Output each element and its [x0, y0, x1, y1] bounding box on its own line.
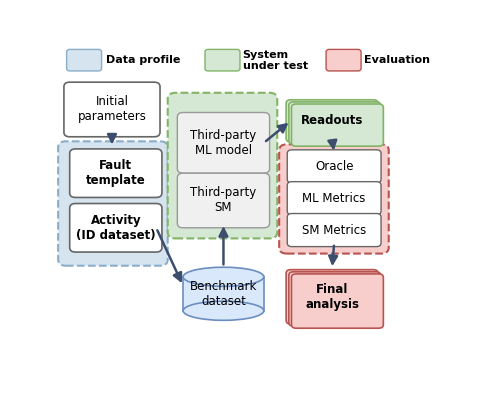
Ellipse shape — [183, 267, 264, 286]
Text: Initial
parameters: Initial parameters — [77, 95, 146, 123]
FancyBboxPatch shape — [289, 272, 380, 326]
FancyBboxPatch shape — [292, 104, 383, 146]
Text: Benchmark
dataset: Benchmark dataset — [190, 280, 257, 308]
Text: Final
analysis: Final analysis — [305, 283, 359, 311]
Ellipse shape — [183, 301, 264, 320]
Text: System
under test: System under test — [243, 50, 308, 71]
FancyBboxPatch shape — [69, 204, 162, 252]
FancyBboxPatch shape — [286, 100, 378, 142]
Text: ML Metrics: ML Metrics — [303, 192, 366, 205]
Text: Oracle: Oracle — [315, 160, 354, 173]
Text: Readouts: Readouts — [301, 114, 363, 127]
FancyBboxPatch shape — [178, 113, 270, 173]
FancyBboxPatch shape — [286, 269, 378, 324]
FancyBboxPatch shape — [205, 49, 240, 71]
FancyBboxPatch shape — [58, 141, 168, 266]
FancyBboxPatch shape — [287, 150, 381, 183]
Text: SM Metrics: SM Metrics — [302, 223, 366, 236]
Text: Third-party
ML model: Third-party ML model — [190, 129, 256, 157]
Text: Fault
template: Fault template — [86, 159, 146, 187]
FancyBboxPatch shape — [287, 214, 381, 247]
FancyBboxPatch shape — [287, 182, 381, 215]
FancyBboxPatch shape — [292, 274, 383, 328]
FancyBboxPatch shape — [289, 102, 380, 144]
FancyBboxPatch shape — [279, 144, 389, 254]
Polygon shape — [183, 277, 264, 311]
FancyBboxPatch shape — [178, 173, 270, 228]
Text: Evaluation: Evaluation — [364, 55, 430, 65]
FancyBboxPatch shape — [64, 82, 160, 137]
FancyBboxPatch shape — [69, 149, 162, 197]
FancyBboxPatch shape — [326, 49, 361, 71]
Text: Activity
(ID dataset): Activity (ID dataset) — [76, 214, 156, 242]
FancyBboxPatch shape — [66, 49, 102, 71]
Text: Data profile: Data profile — [106, 55, 181, 65]
Text: Third-party
SM: Third-party SM — [190, 186, 256, 214]
FancyBboxPatch shape — [168, 93, 277, 238]
